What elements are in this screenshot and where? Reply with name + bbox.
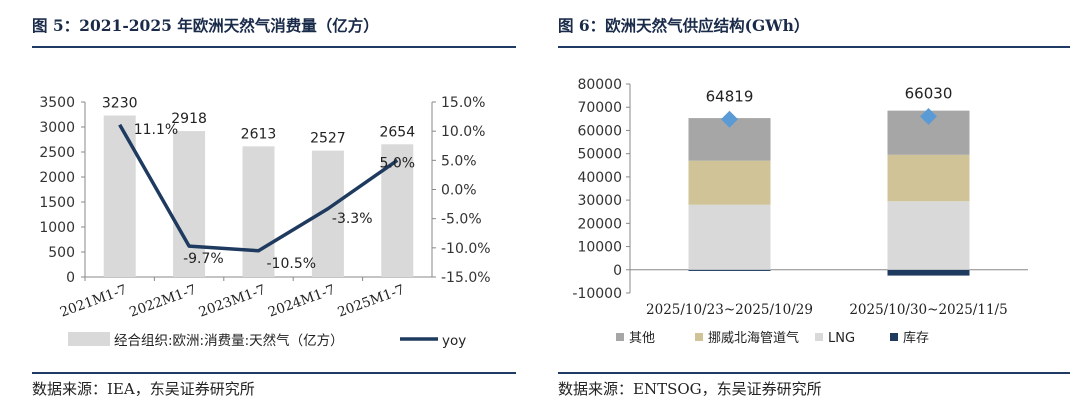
yoy-value-label: -3.3% bbox=[332, 211, 373, 227]
lng-segment bbox=[688, 204, 771, 270]
source-rule bbox=[32, 372, 516, 374]
left-tick-label: 3000 bbox=[39, 120, 75, 136]
right-tick-label: -5.0% bbox=[441, 212, 482, 228]
left-tick-label: 1500 bbox=[39, 195, 75, 211]
figure-5-title: 图 5：2021-2025 年欧洲天然气消费量（亿方） bbox=[32, 16, 379, 35]
y-tick-label: 0 bbox=[613, 263, 622, 279]
bar-value-label: 2918 bbox=[171, 111, 207, 127]
legend-swatch bbox=[815, 333, 823, 341]
total-value-label: 66030 bbox=[905, 84, 953, 102]
inventory-segment bbox=[688, 269, 771, 271]
left-tick-label: 2500 bbox=[39, 145, 75, 161]
category-label: 2022M1-7 bbox=[127, 282, 198, 321]
left-tick-label: 500 bbox=[48, 245, 75, 261]
left-tick-label: 1000 bbox=[39, 220, 75, 236]
title-rule bbox=[558, 46, 1070, 48]
norway-pipeline-segment bbox=[887, 154, 970, 202]
legend-bar-swatch bbox=[68, 332, 110, 346]
y-tick-label: 60000 bbox=[577, 123, 622, 139]
bar-value-label: 2654 bbox=[379, 124, 415, 140]
source-rule bbox=[558, 372, 1070, 374]
right-tick-label: -15.0% bbox=[441, 270, 491, 286]
legend-swatch bbox=[616, 333, 624, 341]
consumption-bar bbox=[103, 115, 136, 277]
lng-segment bbox=[887, 201, 970, 270]
y-tick-label: 50000 bbox=[577, 147, 622, 163]
legend-label: 挪威北海管道气 bbox=[708, 330, 799, 346]
right-tick-label: 5.0% bbox=[441, 153, 477, 169]
total-marker bbox=[721, 110, 738, 128]
left-tick-label: 0 bbox=[66, 270, 75, 286]
inventory-segment bbox=[887, 269, 970, 276]
y-tick-label: 10000 bbox=[577, 240, 622, 256]
yoy-value-label: -10.5% bbox=[267, 256, 317, 272]
left-figure-panel: 图 5：2021-2025 年欧洲天然气消费量（亿方） 0 500 1000 1500… bbox=[0, 0, 530, 415]
y-tick-label: 20000 bbox=[577, 216, 622, 232]
norway-pipeline-segment bbox=[688, 160, 771, 205]
category-label: 2025/10/30~2025/11/5 bbox=[849, 302, 1007, 318]
category-label: 2024M1-7 bbox=[266, 282, 337, 321]
yoy-value-label: 11.1% bbox=[134, 122, 178, 138]
y-tick-label: 30000 bbox=[577, 193, 622, 209]
y-tick-label: -10000 bbox=[572, 286, 622, 302]
category-label: 2025M1-7 bbox=[335, 282, 406, 321]
category-label: 2023M1-7 bbox=[197, 282, 268, 321]
right-tick-label: 15.0% bbox=[441, 95, 485, 111]
legend-label: 库存 bbox=[903, 330, 929, 346]
total-value-label: 64819 bbox=[706, 87, 754, 105]
category-label: 2025/10/23~2025/10/29 bbox=[646, 302, 813, 318]
legend-label: LNG bbox=[828, 331, 855, 346]
left-tick-label: 3500 bbox=[39, 95, 75, 111]
right-tick-label: -10.0% bbox=[441, 241, 491, 257]
right-tick-label: 0.0% bbox=[441, 183, 477, 199]
bar-value-label: 2527 bbox=[310, 131, 346, 147]
figure-6-title: 图 6：欧洲天然气供应结构(GWh） bbox=[558, 16, 810, 35]
right-figure-panel: 图 6：欧洲天然气供应结构(GWh） -10000 0 10000 20000 3000… bbox=[550, 0, 1080, 415]
yoy-line bbox=[118, 123, 399, 253]
title-rule bbox=[32, 46, 516, 48]
bar-value-label: 3230 bbox=[102, 96, 138, 112]
yoy-value-label: 5.0% bbox=[380, 155, 416, 171]
legend-swatch bbox=[695, 333, 703, 341]
consumption-bar bbox=[242, 146, 275, 277]
consumption-chart: 0 500 1000 1500 2000 2500 3000 3500 -15.0% -10.0%… bbox=[39, 95, 491, 349]
supply-structure-chart: -10000 0 10000 20000 30000 40000 50000 60000 700… bbox=[572, 77, 1028, 346]
figure-6-source: 数据来源：ENTSOG，东吴证券研究所 bbox=[558, 380, 822, 398]
y-tick-label: 70000 bbox=[577, 100, 622, 116]
y-tick-label: 80000 bbox=[577, 77, 622, 93]
total-marker bbox=[920, 107, 937, 125]
y-tick-label: 40000 bbox=[577, 170, 622, 186]
bar-value-label: 2613 bbox=[241, 126, 277, 142]
legend-bar-label: 经合组织:欧洲:消费量:天然气（亿方） bbox=[114, 332, 344, 349]
consumption-bar bbox=[173, 131, 206, 277]
legend-swatch bbox=[890, 333, 898, 341]
legend-line-label: yoy bbox=[442, 333, 466, 349]
left-tick-label: 2000 bbox=[39, 170, 75, 186]
legend-label: 其他 bbox=[629, 331, 655, 346]
yoy-value-label: -9.7% bbox=[183, 251, 224, 267]
figure-5-source: 数据来源：IEA，东吴证券研究所 bbox=[32, 380, 255, 398]
right-tick-label: 10.0% bbox=[441, 124, 485, 140]
category-label: 2021M1-7 bbox=[58, 282, 129, 321]
